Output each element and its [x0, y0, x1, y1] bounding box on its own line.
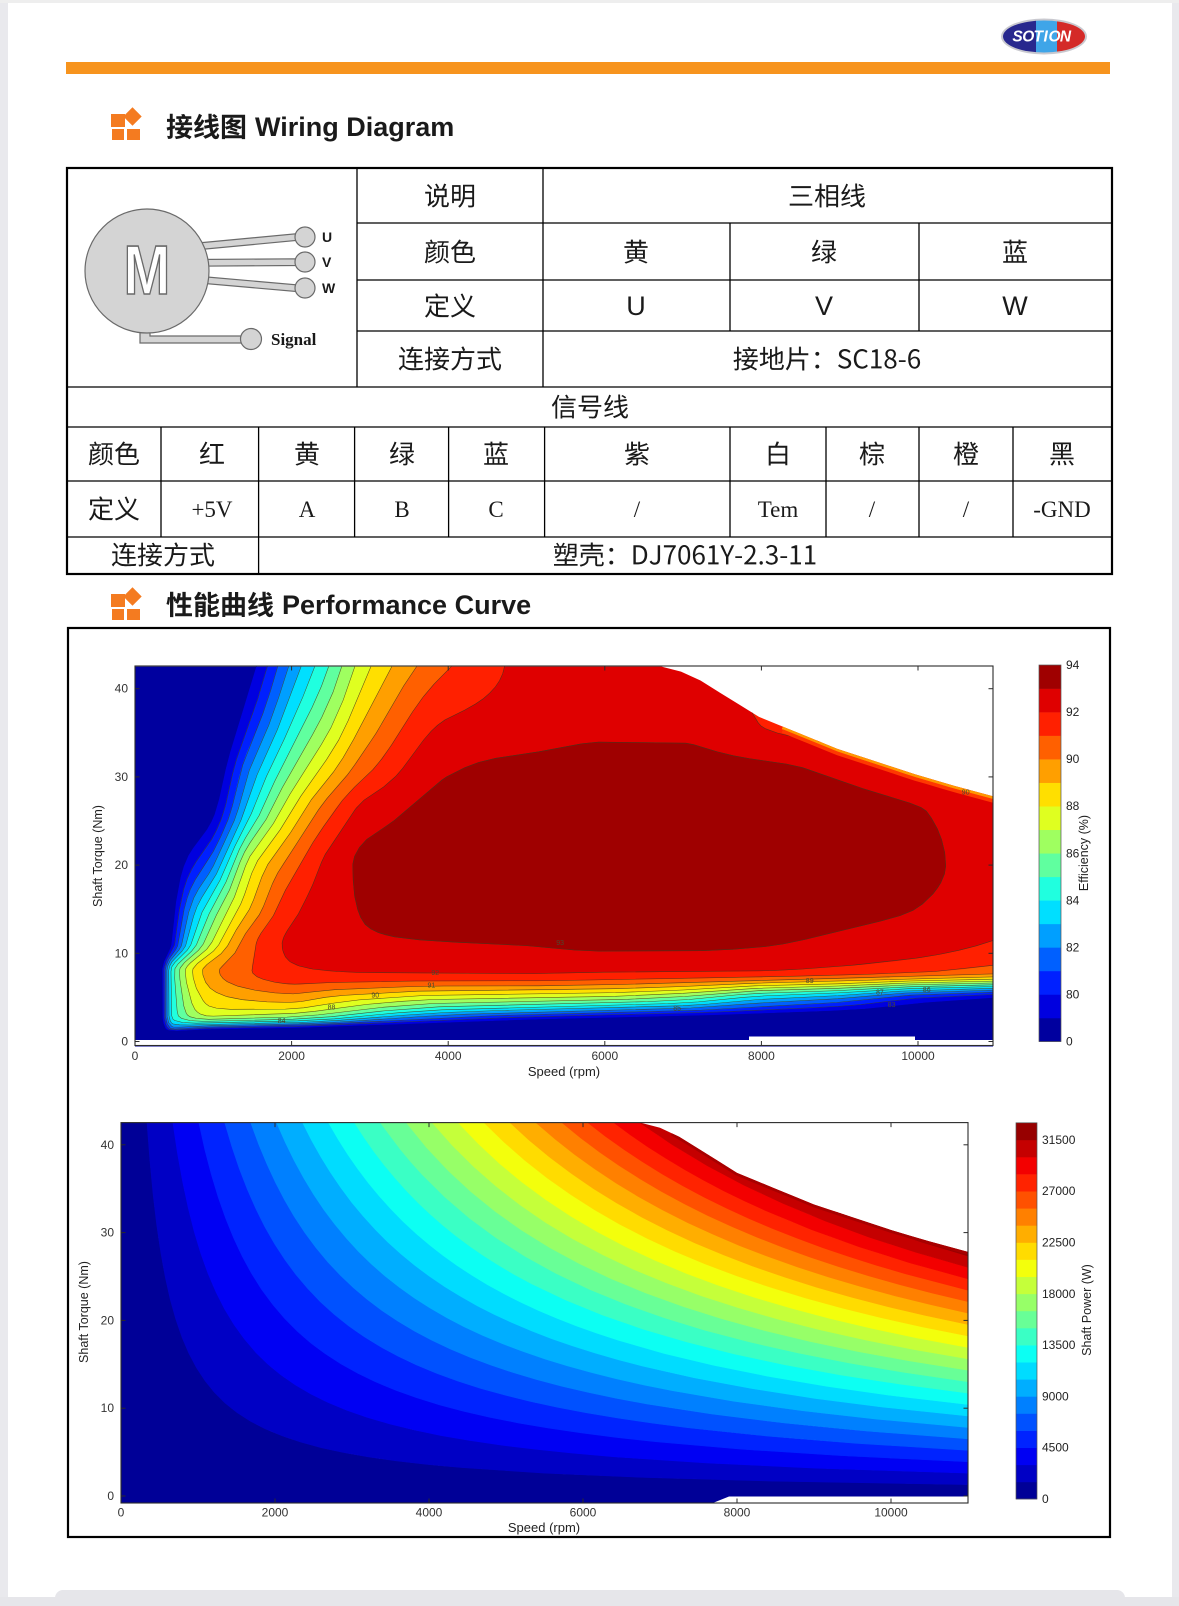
svg-text:10: 10	[115, 946, 129, 960]
svg-text:W: W	[1002, 291, 1028, 321]
svg-text:T: T	[1033, 29, 1044, 46]
svg-text:0: 0	[118, 1506, 125, 1520]
svg-text:S: S	[1012, 29, 1023, 46]
svg-text:80: 80	[1066, 987, 1080, 1001]
svg-text:Shaft Torque (Nm): Shaft Torque (Nm)	[91, 805, 105, 907]
svg-text:Shaft Power (W): Shaft Power (W)	[1080, 1264, 1094, 1356]
svg-text:W: W	[322, 280, 336, 296]
svg-text:V: V	[815, 291, 833, 321]
svg-text:0: 0	[1042, 1492, 1049, 1506]
svg-text:9000: 9000	[1042, 1389, 1069, 1403]
svg-text:88: 88	[1066, 799, 1080, 813]
svg-text:31500: 31500	[1042, 1133, 1076, 1147]
svg-text:6000: 6000	[570, 1506, 597, 1520]
svg-text:Speed (rpm): Speed (rpm)	[528, 1064, 600, 1079]
svg-text:4000: 4000	[435, 1049, 462, 1063]
svg-text:86: 86	[923, 987, 931, 994]
svg-text:Signal: Signal	[271, 330, 317, 349]
svg-text:92: 92	[1066, 705, 1080, 719]
svg-text:88: 88	[328, 1005, 336, 1012]
svg-text:30: 30	[101, 1226, 115, 1240]
svg-text:90: 90	[1066, 752, 1080, 766]
svg-text:10: 10	[101, 1401, 115, 1415]
svg-text:89: 89	[806, 978, 814, 985]
svg-text:Tem: Tem	[758, 497, 799, 522]
svg-text:2000: 2000	[262, 1506, 289, 1520]
svg-text:91: 91	[428, 983, 436, 990]
svg-text:18000: 18000	[1042, 1287, 1076, 1301]
svg-text:4500: 4500	[1042, 1441, 1069, 1455]
svg-text:+5V: +5V	[191, 497, 232, 522]
svg-text:30: 30	[115, 770, 129, 784]
svg-text:13500: 13500	[1042, 1338, 1076, 1352]
svg-text:Efficiency (%): Efficiency (%)	[1077, 815, 1091, 891]
svg-text:Wiring Diagram: Wiring Diagram	[255, 112, 454, 142]
svg-text:2000: 2000	[278, 1049, 305, 1063]
svg-text:90: 90	[962, 789, 970, 796]
svg-text:22500: 22500	[1042, 1236, 1076, 1250]
svg-text:83: 83	[888, 1002, 896, 1009]
svg-text:8000: 8000	[724, 1506, 751, 1520]
svg-text:Performance Curve: Performance Curve	[282, 590, 531, 620]
svg-text:Shaft Torque (Nm): Shaft Torque (Nm)	[77, 1261, 91, 1363]
svg-text:N: N	[1060, 29, 1072, 46]
svg-text:U: U	[626, 291, 646, 321]
svg-text:Speed (rpm): Speed (rpm)	[508, 1520, 580, 1535]
svg-text:4000: 4000	[416, 1506, 443, 1520]
svg-text:94: 94	[1066, 658, 1080, 672]
svg-text:0: 0	[132, 1049, 139, 1063]
svg-text:U: U	[322, 229, 332, 245]
svg-text:10000: 10000	[874, 1506, 908, 1520]
svg-text:I: I	[1043, 29, 1048, 46]
svg-text:C: C	[488, 497, 503, 522]
svg-text:84: 84	[278, 1018, 286, 1025]
svg-text:/: /	[634, 497, 641, 522]
svg-text:B: B	[394, 497, 409, 522]
svg-text:40: 40	[115, 682, 129, 696]
svg-text:82: 82	[1066, 940, 1080, 954]
svg-text:V: V	[322, 254, 332, 270]
svg-text:85: 85	[673, 1005, 681, 1012]
svg-text:0: 0	[107, 1489, 114, 1503]
svg-text:20: 20	[115, 858, 129, 872]
svg-text:40: 40	[101, 1138, 115, 1152]
svg-text:0: 0	[121, 1035, 128, 1049]
svg-text:86: 86	[1066, 846, 1080, 860]
svg-text:20: 20	[101, 1313, 115, 1327]
svg-text:90: 90	[371, 992, 379, 999]
svg-text:/: /	[869, 497, 876, 522]
svg-text:87: 87	[876, 990, 884, 997]
svg-text:A: A	[299, 497, 316, 522]
svg-text:8000: 8000	[748, 1049, 775, 1063]
svg-text:93: 93	[556, 940, 564, 947]
svg-text:O: O	[1048, 29, 1060, 46]
svg-text:84: 84	[1066, 893, 1080, 907]
svg-text:M: M	[124, 232, 171, 309]
svg-text:6000: 6000	[591, 1049, 618, 1063]
svg-text:10000: 10000	[901, 1049, 935, 1063]
svg-text:92: 92	[431, 970, 439, 977]
svg-text:27000: 27000	[1042, 1184, 1076, 1198]
svg-text:/: /	[963, 497, 970, 522]
svg-text:0: 0	[1066, 1035, 1073, 1049]
svg-text:-GND: -GND	[1033, 497, 1091, 522]
